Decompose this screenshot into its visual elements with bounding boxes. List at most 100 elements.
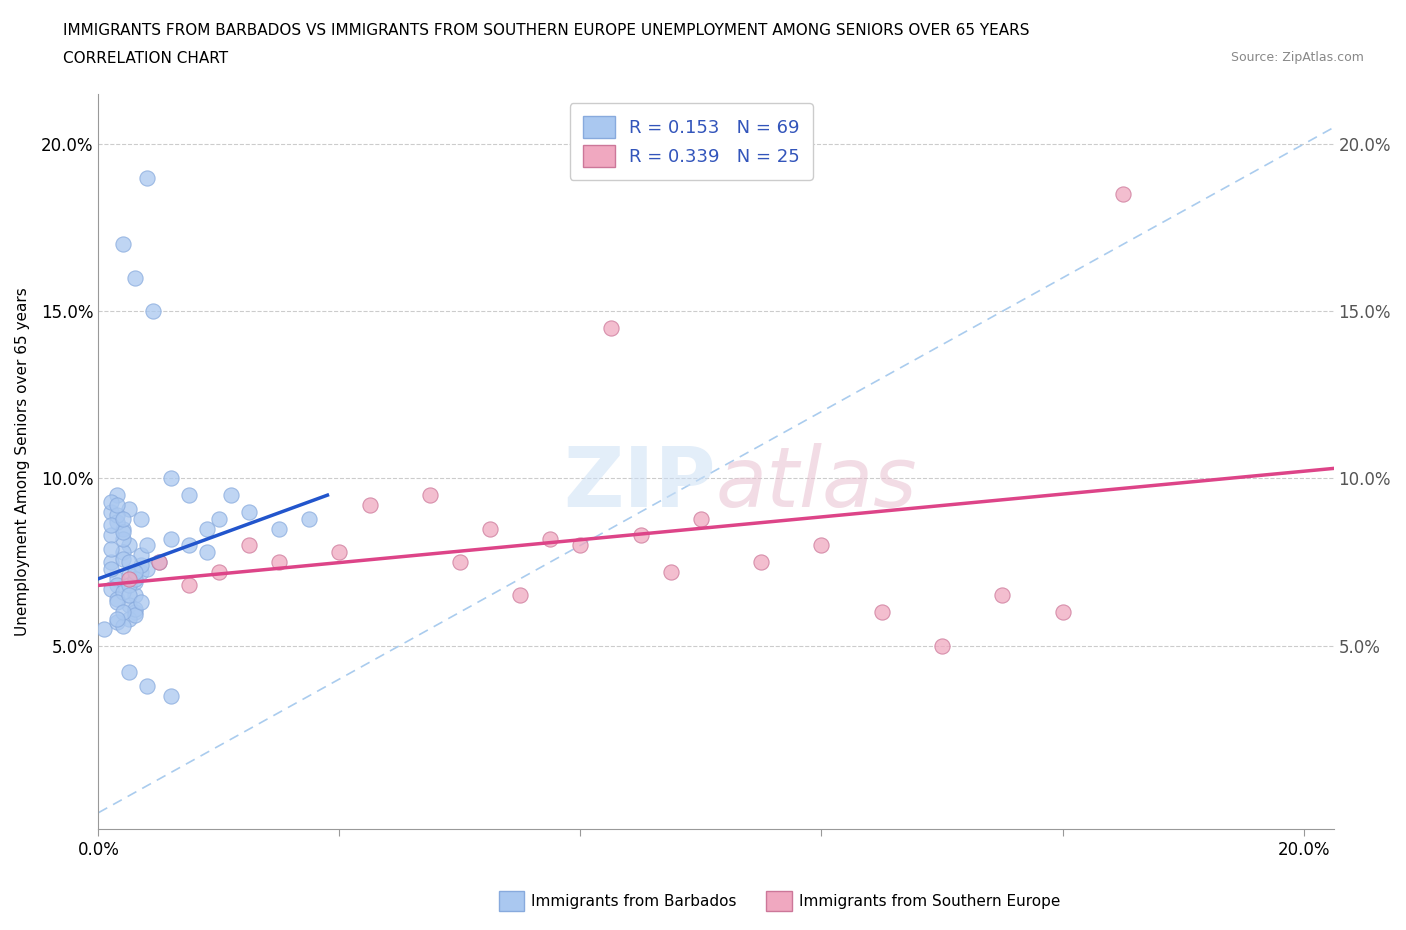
Point [1112,187,1135,202]
Point [117,588,139,603]
Point [117,665,139,680]
Text: Immigrants from Southern Europe: Immigrants from Southern Europe [799,894,1060,909]
Point [117,554,139,569]
Point [117,598,139,613]
Point [105,514,128,529]
Point [931,638,953,653]
Point [159,531,181,546]
Point [195,521,218,536]
Point [208,565,231,579]
Point [129,512,152,526]
Point [124,604,146,619]
Y-axis label: Unemployment Among Seniors over 65 years: Unemployment Among Seniors over 65 years [15,287,30,636]
Point [749,554,772,569]
Point [135,678,157,693]
Point [111,525,134,539]
Point [159,471,181,485]
Point [117,571,139,586]
Point [298,512,321,526]
Point [129,548,152,563]
Point [111,585,134,600]
Point [124,602,146,617]
Point [177,578,200,592]
Point [105,578,128,592]
Point [599,321,621,336]
Point [509,588,531,603]
Point [100,495,122,510]
Point [124,575,146,590]
Text: IMMIGRANTS FROM BARBADOS VS IMMIGRANTS FROM SOUTHERN EUROPE UNEMPLOYMENT AMONG S: IMMIGRANTS FROM BARBADOS VS IMMIGRANTS F… [63,23,1029,38]
Point [124,608,146,623]
Point [100,528,122,543]
Point [105,571,128,586]
Point [328,545,350,560]
Point [129,565,152,579]
Point [810,538,832,552]
Point [630,528,652,543]
Point [93,621,115,636]
Point [111,551,134,566]
Point [269,554,291,569]
Point [100,518,122,533]
Point [100,561,122,576]
Point [105,591,128,606]
Point [870,604,893,619]
Point [269,521,291,536]
Point [105,508,128,523]
Point [148,554,170,569]
Text: Source: ZipAtlas.com: Source: ZipAtlas.com [1230,51,1364,64]
Point [117,611,139,626]
Point [690,512,713,526]
Point [659,565,682,579]
Point [111,512,134,526]
Point [105,615,128,630]
Point [129,594,152,609]
Point [159,688,181,703]
Point [111,237,134,252]
Point [195,545,218,560]
Point [359,498,381,512]
Point [419,487,441,502]
Point [111,618,134,633]
Point [569,538,592,552]
Point [135,170,157,185]
Point [449,554,471,569]
Point [105,611,128,626]
Point [105,487,128,502]
Point [177,487,200,502]
Point [100,504,122,519]
Point [124,588,146,603]
Point [135,561,157,576]
Text: ZIP: ZIP [564,444,716,525]
Point [117,568,139,583]
Point [142,304,165,319]
Point [100,581,122,596]
Point [117,538,139,552]
Point [1052,604,1074,619]
Point [124,565,146,579]
Bar [766,891,792,911]
Point [117,578,139,592]
Text: atlas: atlas [716,444,918,525]
Bar [499,891,524,911]
Point [219,487,242,502]
Legend: R = 0.153   N = 69, R = 0.339   N = 25: R = 0.153 N = 69, R = 0.339 N = 25 [569,103,813,179]
Point [111,545,134,560]
Point [238,504,260,519]
Point [111,531,134,546]
Point [100,541,122,556]
Point [148,554,170,569]
Point [105,498,128,512]
Point [208,512,231,526]
Point [129,558,152,573]
Point [117,501,139,516]
Point [479,521,502,536]
Text: CORRELATION CHART: CORRELATION CHART [63,51,228,66]
Text: Immigrants from Barbados: Immigrants from Barbados [531,894,737,909]
Point [105,594,128,609]
Point [111,604,134,619]
Point [124,571,146,586]
Point [111,521,134,536]
Point [124,271,146,286]
Point [991,588,1014,603]
